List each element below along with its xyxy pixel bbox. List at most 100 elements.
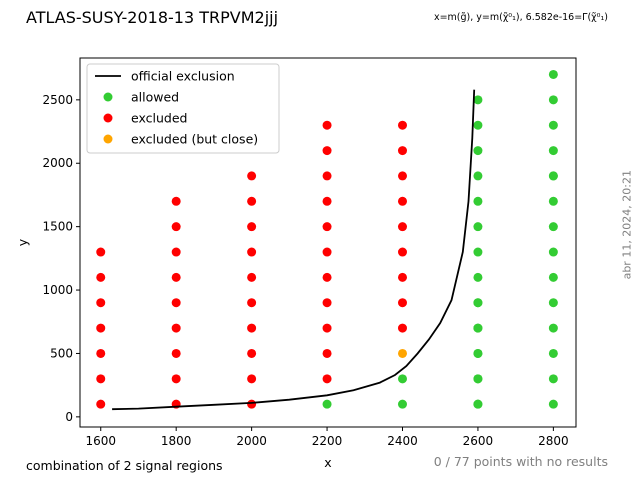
y-tick-label: 1000 (42, 283, 73, 297)
excluded-point (322, 374, 332, 384)
x-axis-label: x (324, 455, 331, 470)
legend-label: official exclusion (131, 69, 235, 84)
legend-marker-swatch (103, 92, 113, 102)
excluded-point (247, 399, 257, 409)
allowed-point (473, 399, 483, 409)
x-tick-label: 2600 (463, 434, 494, 448)
excluded-point (322, 298, 332, 308)
excluded-point (247, 323, 257, 333)
excluded-point (397, 196, 407, 206)
signal-regions-note: combination of 2 signal regions (26, 458, 223, 473)
allowed-point (322, 399, 332, 409)
y-tick-label: 2500 (42, 93, 73, 107)
allowed-point (473, 120, 483, 130)
allowed-point (548, 120, 558, 130)
y-tick-label: 0 (65, 410, 73, 424)
allowed-point (397, 399, 407, 409)
excluded-point (397, 171, 407, 181)
excluded-point (397, 247, 407, 257)
chart-subtitle: x=m(g̃), y=m(χ̃⁰₁), 6.582e-16=Γ(χ̃⁰₁) (433, 12, 608, 23)
excluded-point (397, 120, 407, 130)
excluded-point (397, 298, 407, 308)
allowed-point (473, 298, 483, 308)
allowed-point (548, 298, 558, 308)
excluded-point (247, 247, 257, 257)
legend-marker-swatch (103, 134, 113, 144)
x-tick-label: 1800 (161, 434, 192, 448)
legend-label: excluded (but close) (131, 132, 258, 147)
x-tick-label: 2200 (312, 434, 343, 448)
plot-area (96, 69, 558, 411)
excluded-point (322, 171, 332, 181)
excluded-point (397, 146, 407, 156)
excluded-point (322, 120, 332, 130)
excluded-close-point (397, 348, 407, 358)
allowed-point (473, 348, 483, 358)
excluded-point (397, 222, 407, 232)
chart-title: ATLAS-SUSY-2018-13 TRPVM2jjj (26, 8, 279, 27)
allowed-point (548, 323, 558, 333)
allowed-point (397, 374, 407, 384)
allowed-point (473, 95, 483, 105)
allowed-point (473, 171, 483, 181)
x-tick-label: 2800 (538, 434, 569, 448)
excluded-point (247, 196, 257, 206)
excluded-point (322, 323, 332, 333)
legend-box (86, 63, 280, 154)
excluded-point (171, 247, 181, 257)
allowed-point (548, 399, 558, 409)
allowed-point (548, 272, 558, 282)
excluded-point (322, 146, 332, 156)
allowed-point (473, 247, 483, 257)
allowed-point (473, 323, 483, 333)
y-tick-label: 2000 (42, 156, 73, 170)
excluded-point (171, 272, 181, 282)
allowed-point (548, 247, 558, 257)
no-results-note: 0 / 77 points with no results (433, 454, 608, 469)
excluded-point (171, 222, 181, 232)
excluded-point (96, 323, 106, 333)
allowed-point (473, 146, 483, 156)
x-tick-label: 1600 (85, 434, 116, 448)
excluded-point (322, 348, 332, 358)
y-tick-label: 500 (50, 346, 73, 360)
excluded-point (322, 272, 332, 282)
y-tick-label: 1500 (42, 220, 73, 234)
allowed-point (473, 272, 483, 282)
excluded-point (96, 399, 106, 409)
excluded-point (96, 374, 106, 384)
legend-label: allowed (131, 90, 179, 105)
excluded-point (322, 247, 332, 257)
allowed-point (548, 69, 558, 79)
excluded-point (171, 196, 181, 206)
excluded-point (171, 323, 181, 333)
excluded-point (322, 222, 332, 232)
excluded-point (96, 272, 106, 282)
allowed-point (473, 374, 483, 384)
allowed-point (548, 222, 558, 232)
excluded-point (397, 323, 407, 333)
allowed-point (473, 222, 483, 232)
allowed-point (548, 171, 558, 181)
excluded-point (247, 374, 257, 384)
plot-frame (79, 57, 577, 428)
allowed-point (548, 146, 558, 156)
excluded-point (96, 348, 106, 358)
allowed-point (548, 95, 558, 105)
excluded-point (397, 272, 407, 282)
excluded-point (171, 348, 181, 358)
excluded-point (96, 298, 106, 308)
excluded-point (171, 374, 181, 384)
allowed-point (548, 374, 558, 384)
excluded-point (322, 196, 332, 206)
x-tick-label: 2400 (387, 434, 418, 448)
excluded-point (247, 222, 257, 232)
excluded-point (247, 298, 257, 308)
allowed-point (548, 196, 558, 206)
official-exclusion-line (112, 89, 476, 411)
y-axis-label: y (15, 238, 30, 246)
excluded-point (171, 298, 181, 308)
excluded-point (96, 247, 106, 257)
excluded-point (247, 171, 257, 181)
